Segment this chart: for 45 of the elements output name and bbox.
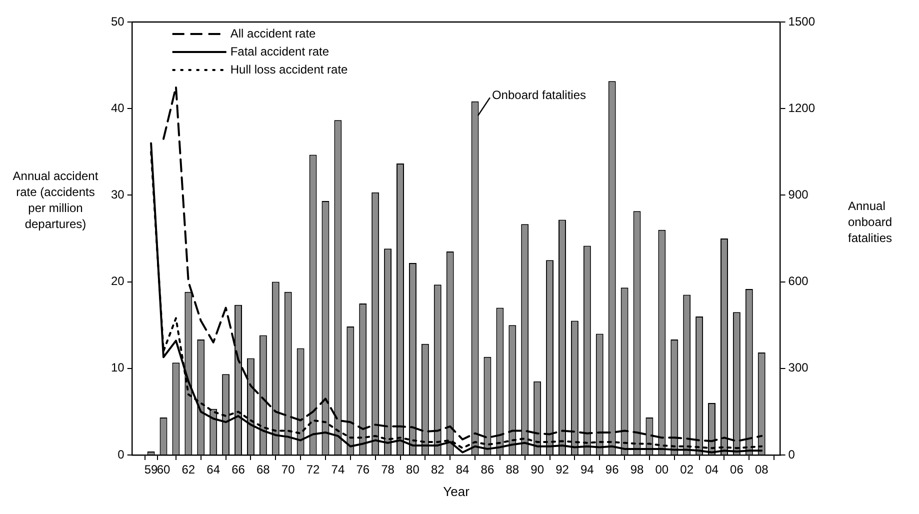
annotation: Onboard fatalities [492, 88, 586, 102]
x-tick-label: 88 [506, 462, 520, 477]
x-tick-label: 60 [156, 462, 170, 477]
y2-tick-label: 1500 [788, 14, 816, 28]
x-tick-label: 00 [655, 462, 669, 477]
y-tick-label: 40 [110, 100, 125, 115]
x-tick-label: 04 [705, 462, 719, 477]
x-tick-label: 78 [381, 462, 395, 477]
legend-label: Hull loss accident rate [230, 62, 348, 76]
y2-tick-label: 900 [788, 188, 809, 202]
x-tick-label: 98 [630, 462, 644, 477]
y2-tick-label: 300 [788, 360, 809, 375]
x-tick-label: 90 [530, 462, 544, 477]
x-tick-label: 92 [556, 462, 570, 477]
y2-tick-label: 1200 [788, 100, 816, 115]
y-tick-label: 10 [110, 360, 125, 375]
x-tick-label: 82 [430, 462, 445, 477]
x-tick-label: 74 [331, 462, 345, 477]
x-tick-label: 76 [356, 462, 370, 477]
x-tick-label: 59 [144, 462, 158, 477]
y-tick-label: 20 [110, 274, 125, 288]
y2-tick-label: 0 [788, 447, 796, 462]
x-tick-label: 96 [605, 462, 620, 477]
y2-tick-label: 600 [788, 274, 809, 288]
y2-axis-title: Annual onboard fatalities [848, 198, 894, 246]
x-tick-label: 86 [480, 462, 494, 477]
legend-label: All accident rate [230, 26, 316, 40]
y-tick-label: 30 [110, 188, 125, 202]
x-tick-label: 70 [281, 462, 296, 477]
x-tick-label: 80 [406, 462, 420, 477]
x-tick-label: 94 [580, 462, 594, 477]
x-tick-label: 08 [754, 462, 769, 477]
y-tick-label: 0 [118, 447, 125, 462]
x-tick-label: 68 [256, 462, 270, 477]
x-tick-label: 02 [680, 462, 694, 477]
x-axis-title: Year [443, 484, 470, 499]
x-tick-label: 64 [206, 462, 220, 477]
x-tick-label: 66 [232, 462, 246, 477]
x-tick-label: 06 [730, 462, 744, 477]
x-tick-label: 84 [456, 462, 470, 477]
y-axis-title: Annual accident rate (accidents per million departures) [12, 168, 100, 232]
x-tick-label: 72 [306, 462, 320, 477]
y-tick-label: 50 [110, 14, 125, 28]
legend-label: Fatal accident rate [230, 44, 330, 58]
x-tick-label: 62 [182, 462, 196, 477]
